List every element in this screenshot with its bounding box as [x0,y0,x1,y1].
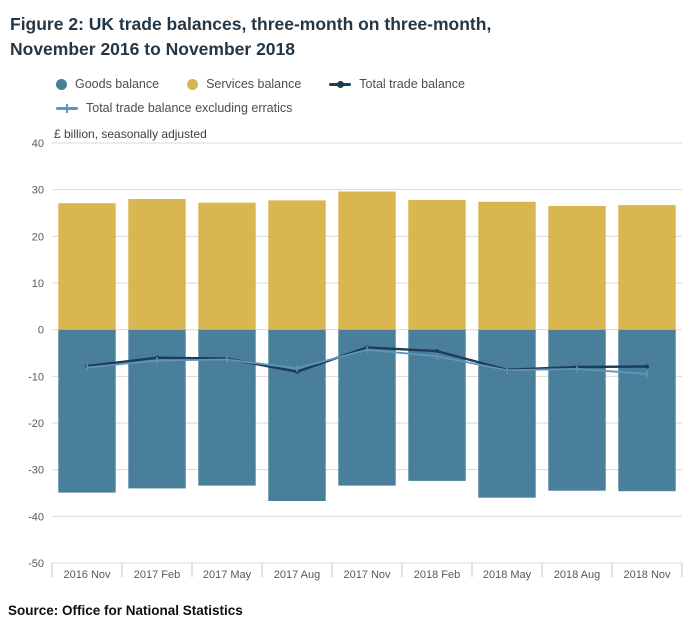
y-tick-label: 20 [32,231,44,243]
bar [618,205,676,330]
excluding-erratics-legend-marker-icon [56,103,78,113]
bar [618,329,676,492]
bar [408,199,466,330]
y-tick-label: -40 [28,511,44,523]
line-point-marker-icon [435,349,439,354]
total-trade-marker-dot-icon [337,80,345,88]
legend-item-goods-balance: Goods balance [56,77,159,91]
x-tick-label: 2016 Nov [63,569,111,581]
bar-series-goods-balance [58,329,676,501]
bar [198,329,256,486]
bar [548,206,606,330]
x-tick-label: 2017 Aug [274,569,321,581]
bar-series-services-balance [58,191,676,330]
bar [478,201,536,330]
x-tick-label: 2018 Aug [554,569,601,581]
y-tick-label: -20 [28,418,44,430]
y-axis-labels: 40 30 20 10 0 -10 -20 -30 -40 -50 [28,138,44,570]
legend-item-total-trade-balance: Total trade balance [329,77,465,91]
legend-label-goods-balance: Goods balance [75,77,160,91]
excluding-erratics-marker-tick-icon [66,103,68,113]
line-point-marker-icon [645,364,649,369]
x-tick-label: 2017 Nov [343,569,391,581]
bar [338,191,396,330]
bar [58,329,116,493]
figure-title: Figure 2: UK trade balances, three-month… [10,14,492,59]
legend-row-1: Goods balance Services balance Total tra… [56,77,689,91]
y-tick-label: -50 [28,558,44,570]
x-tick-label: 2017 May [203,569,252,581]
bar [198,202,256,330]
y-tick-label: -10 [28,371,44,383]
y-tick-label: 10 [32,278,44,290]
legend-row-2: Total trade balance excluding erratics [56,101,689,115]
bar [548,329,606,491]
chart-legend: Goods balance Services balance Total tra… [56,77,689,115]
bar [128,199,186,330]
bar [128,329,186,489]
x-tick-label: 2018 May [483,569,532,581]
x-axis-ticks [51,563,683,577]
y-tick-label: 30 [32,185,44,197]
chart-subtitle: £ billion, seasonally adjusted [54,127,207,141]
legend-label-services-balance: Services balance [206,77,302,91]
trade-balances-chart: 40 30 20 10 0 -10 -20 -30 -40 -50 £ billion, seaso… [28,127,683,581]
legend-label-total-trade-balance: Total trade balance [359,77,465,91]
y-tick-label: -30 [28,465,44,477]
x-tick-label: 2017 Feb [134,569,180,581]
total-trade-balance-legend-marker-icon [329,80,352,88]
bar [268,200,326,330]
x-axis-labels: 2016 Nov 2017 Feb 2017 May 2017 Aug 2017 Nov… [63,569,671,581]
bar [268,329,326,501]
bar [478,329,536,498]
source-note: Source: Office for National Statistics [8,603,243,618]
goods-balance-legend-marker-icon [56,78,67,90]
legend-label-total-trade-excluding-erratics: Total trade balance excluding erratics [86,101,293,115]
legend-item-services-balance: Services balance [187,77,301,91]
x-tick-label: 2018 Nov [623,569,671,581]
services-balance-legend-marker-icon [187,78,199,90]
legend-item-total-trade-excluding-erratics: Total trade balance excluding erratics [56,101,292,115]
y-tick-label: 0 [38,325,44,337]
x-tick-label: 2018 Feb [414,569,460,581]
bar [58,203,116,330]
y-tick-label: 40 [32,138,44,150]
line-series-total-trade-balance-excluding-erratics [86,346,648,378]
